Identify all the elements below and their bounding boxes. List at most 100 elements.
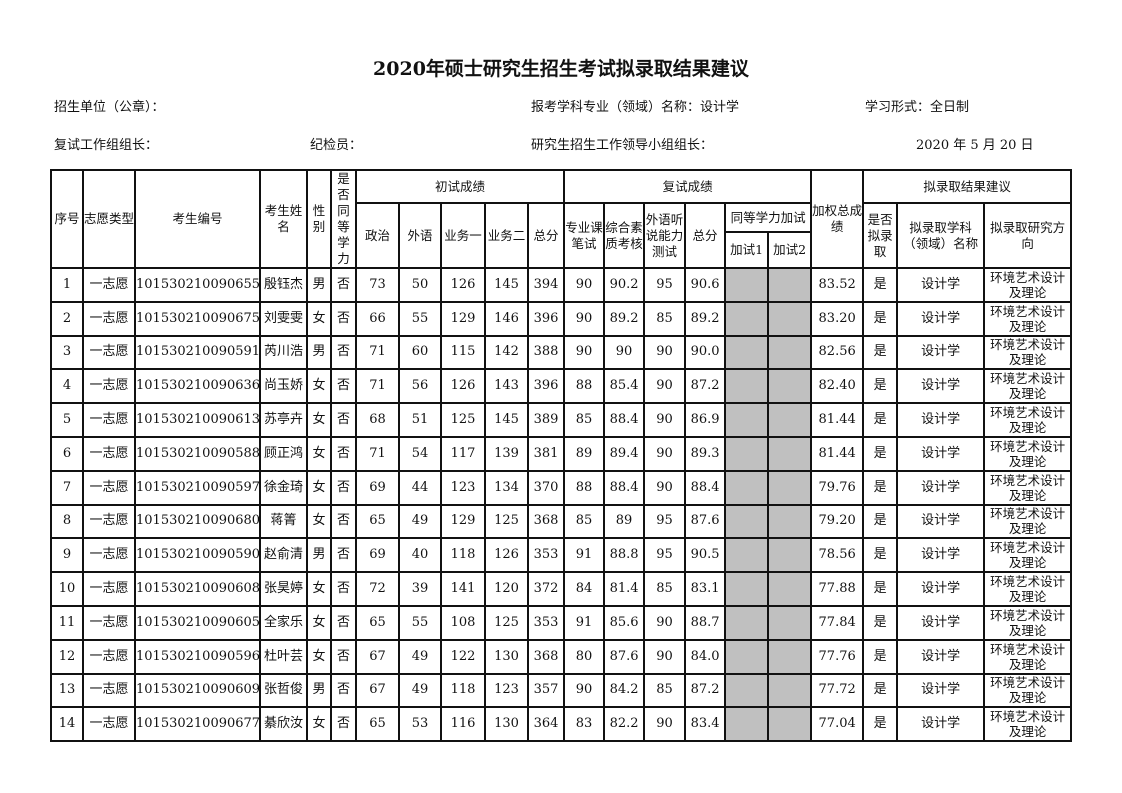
cell-extra1	[724, 368, 770, 405]
admission-table: 序号 志愿类型 考生编号 考生姓名 性别 是否同等学力 初试成绩 复试成绩 加权…	[50, 169, 1073, 743]
cell-gender: 男	[306, 267, 332, 303]
header-name: 考生姓名	[259, 169, 308, 269]
cell-equiv: 否	[330, 672, 357, 709]
cell-admit-major: 设计学	[896, 469, 986, 506]
table-row: 3 一志愿 101530210090591 芮川浩男否 71 60 115 142 388 90 9…	[50, 334, 1073, 371]
cell-choice: 一志愿	[82, 604, 136, 641]
cell-course2: 130	[484, 706, 529, 743]
cell-course1: 118	[440, 537, 486, 574]
cell-quality: 85.4	[603, 368, 646, 405]
cell-gender: 女	[306, 706, 332, 743]
cell-initial-total: 370	[526, 469, 566, 506]
cell-initial-total: 381	[526, 435, 566, 472]
table-row: 2 一志愿 101530210090675 刘雯雯女否 66 55 129 146 396 90 8…	[50, 300, 1073, 337]
header-result: 拟录取结果建议	[862, 169, 1073, 204]
cell-admit-direction: 环境艺术设计及理论	[983, 469, 1073, 506]
cell-exam-id: 101530210090605	[134, 604, 261, 641]
page-title: 2020年硕士研究生招生考试拟录取结果建议	[373, 58, 749, 80]
cell-extra1	[724, 402, 770, 438]
cell-gender: 女	[306, 604, 332, 641]
cell-weighted: 82.40	[810, 368, 865, 405]
cell-gender: 女	[306, 402, 332, 438]
header-quality: 综合素质考核	[603, 202, 646, 269]
cell-choice: 一志愿	[82, 638, 136, 675]
cell-exam-id: 101530210090596	[134, 638, 261, 675]
cell-admit-major: 设计学	[896, 537, 986, 574]
cell-quality: 88.4	[603, 402, 646, 438]
cell-course2: 146	[484, 300, 529, 337]
cell-equiv: 否	[330, 571, 357, 607]
cell-seq: 1	[50, 267, 84, 303]
cell-gender: 男	[306, 672, 332, 709]
cell-admit: 是	[862, 267, 899, 303]
cell-listening: 90	[643, 469, 687, 506]
cell-admit-direction: 环境艺术设计及理论	[983, 402, 1073, 438]
cell-quality: 87.6	[603, 638, 646, 675]
cell-extra1	[724, 638, 770, 675]
header-extra1: 加试1	[724, 231, 770, 269]
cell-retest-total: 86.9	[684, 402, 727, 438]
cell-admit-direction: 环境艺术设计及理论	[983, 604, 1073, 641]
cell-seq: 8	[50, 503, 84, 540]
cell-gender: 女	[306, 638, 332, 675]
header-admit-major: 拟录取学科（领域）名称	[896, 202, 986, 269]
cell-exam-id: 101530210090613	[134, 402, 261, 438]
cell-seq: 11	[50, 604, 84, 641]
cell-admit-major: 设计学	[896, 571, 986, 607]
cell-written: 90	[563, 300, 606, 337]
cell-name: 顾正鸿	[259, 435, 308, 472]
cell-name: 刘雯雯	[259, 300, 308, 337]
header-extra2: 加试2	[767, 231, 813, 269]
cell-course2: 134	[484, 469, 529, 506]
header-politics: 政治	[355, 202, 400, 269]
cell-retest-total: 89.2	[684, 300, 727, 337]
cell-weighted: 77.76	[810, 638, 865, 675]
cell-foreign: 39	[398, 571, 442, 607]
cell-foreign: 49	[398, 672, 442, 709]
cell-politics: 69	[355, 537, 400, 574]
cell-equiv: 否	[330, 706, 357, 743]
cell-listening: 90	[643, 706, 687, 743]
cell-weighted: 82.56	[810, 334, 865, 371]
cell-equiv: 否	[330, 604, 357, 641]
cell-course1: 123	[440, 469, 486, 506]
cell-quality: 89.2	[603, 300, 646, 337]
cell-course1: 129	[440, 503, 486, 540]
cell-seq: 14	[50, 706, 84, 743]
cell-weighted: 81.44	[810, 402, 865, 438]
cell-politics: 65	[355, 503, 400, 540]
cell-retest-total: 87.6	[684, 503, 727, 540]
cell-written: 90	[563, 672, 606, 709]
cell-choice: 一志愿	[82, 706, 136, 743]
table-row: 10 一志愿 101530210090608 张昊婷女否 72 39 141 120 372 84…	[50, 571, 1073, 607]
cell-quality: 89.4	[603, 435, 646, 472]
cell-choice: 一志愿	[82, 334, 136, 371]
cell-weighted: 81.44	[810, 435, 865, 472]
cell-admit-direction: 环境艺术设计及理论	[983, 267, 1073, 303]
header-extra: 同等学力加试	[724, 202, 813, 233]
cell-extra2	[767, 402, 813, 438]
cell-seq: 6	[50, 435, 84, 472]
cell-gender: 女	[306, 368, 332, 405]
major-label: 报考学科专业（领域）名称：设计学	[531, 100, 740, 115]
header-admit: 是否拟录取	[862, 202, 899, 269]
cell-initial-total: 389	[526, 402, 566, 438]
cell-listening: 90	[643, 604, 687, 641]
cell-seq: 7	[50, 469, 84, 506]
cell-course2: 139	[484, 435, 529, 472]
cell-weighted: 78.56	[810, 537, 865, 574]
cell-extra2	[767, 435, 813, 472]
cell-initial-total: 396	[526, 368, 566, 405]
table-row: 4 一志愿 101530210090636 尚玉娇女否 71 56 126 143 396 88 8…	[50, 368, 1073, 405]
cell-extra2	[767, 368, 813, 405]
cell-extra1	[724, 571, 770, 607]
cell-retest-total: 87.2	[684, 672, 727, 709]
header-retest: 复试成绩	[563, 169, 813, 204]
cell-seq: 4	[50, 368, 84, 405]
cell-politics: 71	[355, 435, 400, 472]
cell-retest-total: 88.7	[684, 604, 727, 641]
table-row: 1 一志愿 101530210090655 殷钰杰男否 73 50 126 145 394 90 9…	[50, 267, 1073, 303]
cell-extra2	[767, 503, 813, 540]
cell-initial-total: 368	[526, 503, 566, 540]
cell-written: 90	[563, 334, 606, 371]
